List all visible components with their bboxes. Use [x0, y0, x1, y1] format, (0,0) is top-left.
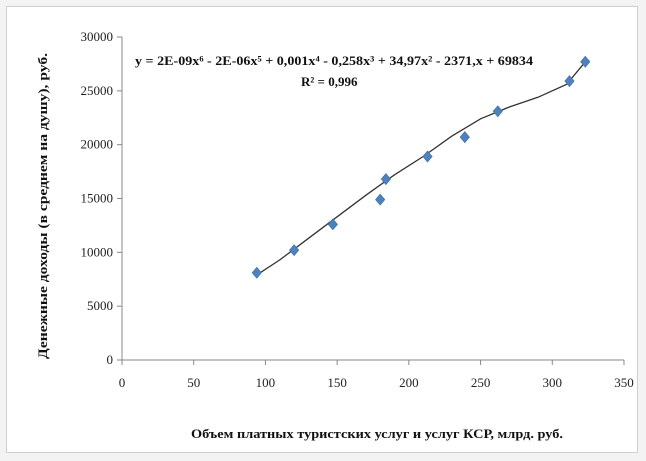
x-tick-label: 150 [327, 375, 347, 390]
data-point [492, 105, 503, 118]
y-tick-label: 10000 [81, 244, 114, 259]
scatter-chart: 0 50 100 150 200 250 300 350 0 5000 10000 15000 200… [35, 29, 634, 441]
x-ticks: 0 50 100 150 200 250 300 350 [119, 360, 634, 390]
data-point [459, 131, 470, 144]
y-tick-label: 5000 [87, 298, 113, 313]
x-axis-label: Объем платных туристских услуг и услуг К… [191, 426, 563, 441]
y-axis-label: Денежные доходы (в среднем на душу), руб… [35, 53, 50, 359]
x-tick-label: 350 [614, 375, 634, 390]
data-point [289, 244, 300, 257]
data-point [564, 75, 575, 88]
y-tick-label: 0 [107, 352, 114, 367]
trendline-equation: y = 2E-09x⁶ - 2E-06x⁵ + 0,001x⁴ - 0,258x… [135, 53, 534, 68]
data-point [580, 55, 591, 68]
data-point [327, 218, 338, 231]
data-point [380, 173, 391, 186]
y-ticks: 0 5000 10000 15000 20000 25000 30000 [81, 29, 122, 367]
y-tick-label: 15000 [81, 191, 114, 206]
chart-frame: 0 50 100 150 200 250 300 350 0 5000 10000 15000 200… [6, 6, 638, 453]
x-tick-label: 100 [256, 375, 276, 390]
x-tick-label: 0 [119, 375, 126, 390]
x-tick-label: 200 [399, 375, 419, 390]
data-point [422, 150, 433, 163]
y-tick-label: 20000 [81, 137, 114, 152]
r-squared-label: R² = 0,996 [301, 74, 358, 89]
x-tick-label: 50 [187, 375, 200, 390]
data-point [251, 266, 262, 279]
y-tick-label: 25000 [81, 83, 114, 98]
y-tick-label: 30000 [81, 29, 114, 44]
x-tick-label: 250 [471, 375, 491, 390]
x-tick-label: 300 [543, 375, 563, 390]
axes [121, 37, 624, 361]
trendline [256, 61, 586, 276]
data-points [251, 55, 591, 279]
data-point [375, 193, 386, 206]
